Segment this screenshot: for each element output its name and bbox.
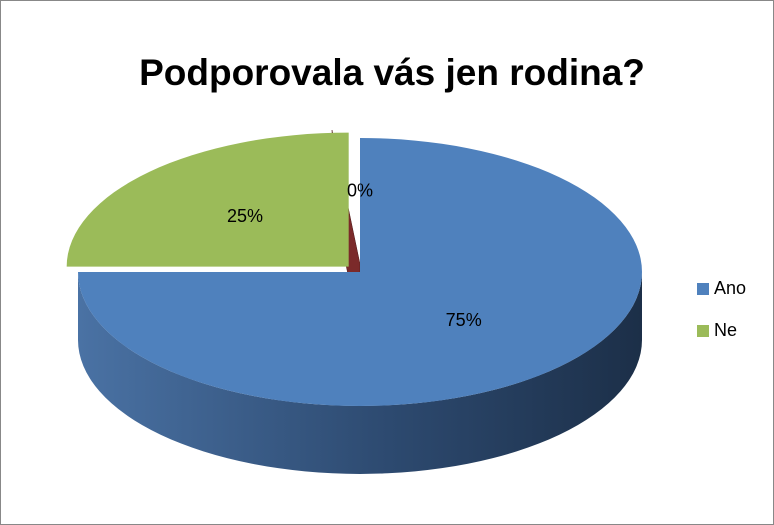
legend: Ano Ne: [697, 278, 746, 340]
data-label: 0%: [347, 180, 373, 200]
data-label: 75%: [446, 310, 482, 330]
chart-title: Podporovala vás jen rodina?: [139, 52, 645, 93]
pie-slice: [66, 132, 349, 267]
data-label: 25%: [227, 206, 263, 226]
legend-swatch: [697, 283, 709, 295]
pie-slice: [78, 138, 642, 406]
legend-swatch: [697, 325, 709, 337]
pie: 75% 25% 0%: [66, 129, 642, 474]
legend-label: Ne: [714, 320, 737, 340]
legend-label: Ano: [714, 278, 746, 298]
pie-side: [78, 272, 642, 474]
pie-tops: [66, 132, 642, 406]
